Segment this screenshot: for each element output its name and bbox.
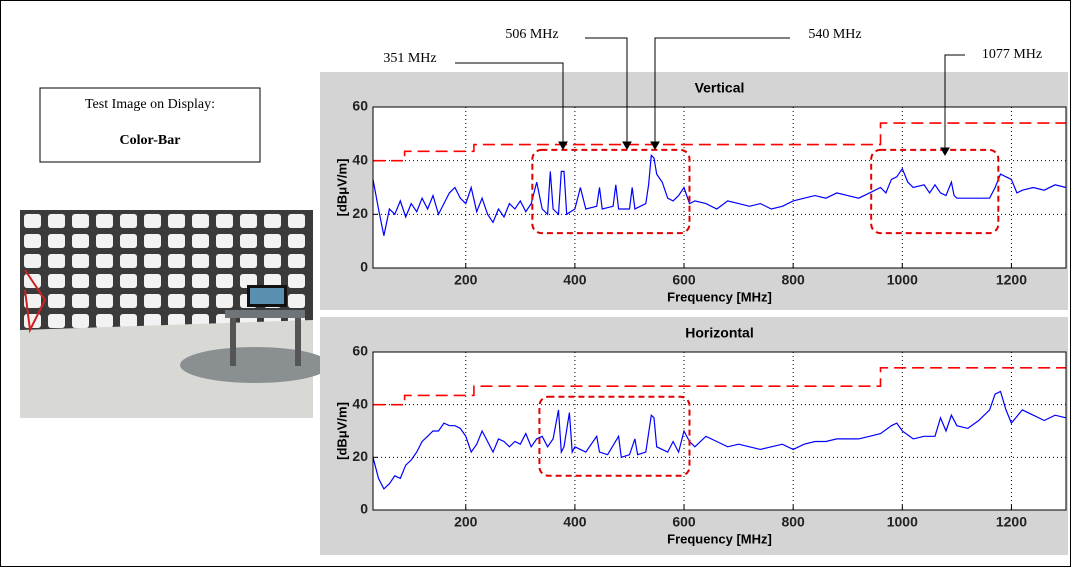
y-tick-label: 0 [360,259,368,275]
y-tick-label: 0 [360,501,368,517]
y-tick-label: 20 [352,205,368,221]
x-tick-label: 1000 [887,514,918,530]
data-line [372,153,1067,236]
x-axis-label: Frequency [MHz] [667,531,772,546]
x-tick-label: 800 [781,272,805,288]
data-line [372,390,1067,490]
x-tick-label: 400 [563,272,587,288]
y-axis-label: [dBμV/m] [334,159,349,217]
x-tick-label: 800 [781,514,805,530]
y-tick-label: 20 [352,448,368,464]
highlight-region [531,148,691,235]
y-axis-label: [dBμV/m] [334,402,349,460]
annotation: 1077 MHz [982,47,1042,62]
annotation: 506 MHz [505,27,558,42]
caption-line: Color-Bar [120,133,181,148]
chart-title: Horizontal [685,325,753,341]
x-axis-label: Frequency [MHz] [667,289,772,304]
x-tick-label: 600 [672,514,696,530]
limit-line [373,366,1066,406]
y-tick-label: 40 [352,395,368,411]
axes-box [372,351,1067,511]
annotation: 540 MHz [808,27,861,42]
axes-box [372,106,1067,269]
y-tick-label: 60 [352,98,368,114]
limit-line [373,122,1066,162]
x-tick-label: 400 [563,514,587,530]
x-tick-label: 1000 [887,272,918,288]
x-tick-label: 200 [454,514,478,530]
plot-area [373,352,1066,510]
y-tick-label: 60 [352,343,368,359]
highlight-region [870,148,1000,235]
caption-box [39,87,261,163]
annotation: 351 MHz [383,51,436,66]
chart-title: Vertical [695,80,745,96]
photo [20,210,330,418]
x-tick-label: 600 [672,272,696,288]
plot-area [373,107,1066,268]
x-tick-label: 1200 [996,514,1027,530]
caption-line: Test Image on Display: [85,97,215,112]
x-tick-label: 1200 [996,272,1027,288]
x-tick-label: 200 [454,272,478,288]
y-tick-label: 40 [352,151,368,167]
annotations [455,37,965,157]
